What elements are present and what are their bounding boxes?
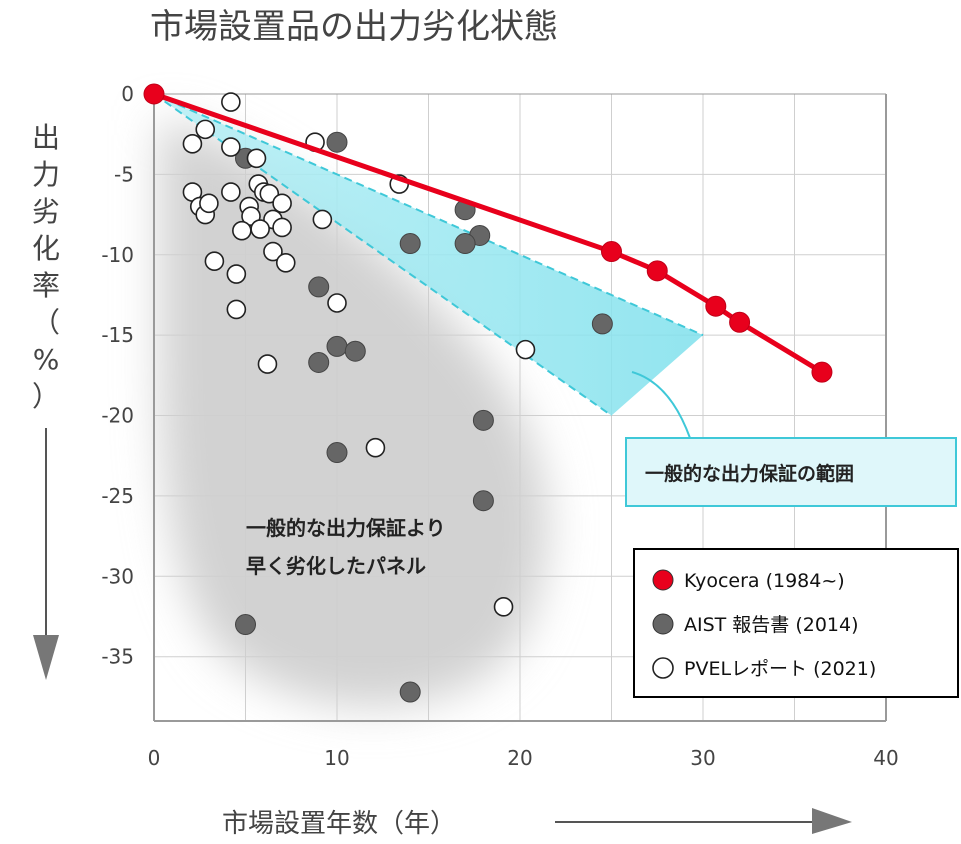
y-tick-label: -5 xyxy=(114,162,134,186)
series-line-kyocera xyxy=(151,91,825,375)
y-axis-label-char: % xyxy=(33,343,60,376)
y-axis-label-char: 力 xyxy=(32,158,60,191)
data-point-aist xyxy=(472,409,494,431)
data-point-pvel xyxy=(246,148,267,169)
data-point-aist xyxy=(399,681,421,703)
data-series xyxy=(143,83,833,703)
data-point-kyocera xyxy=(646,260,668,282)
data-point-pvel xyxy=(199,193,219,214)
y-tick-label: 0 xyxy=(121,82,134,106)
y-axis-label-char: 劣 xyxy=(32,195,60,228)
data-point-aist xyxy=(326,335,348,357)
data-point-pvel xyxy=(226,299,247,320)
legend-label: AIST 報告書 (2014) xyxy=(684,614,859,636)
x-tick-label: 30 xyxy=(690,746,715,770)
data-point-aist xyxy=(326,131,348,153)
data-point-aist xyxy=(308,351,330,373)
data-point-pvel xyxy=(250,219,270,239)
warranty-band-area xyxy=(154,94,703,416)
y-tick-label: -25 xyxy=(101,484,134,508)
chart-title: 市場設置品の出力劣化状態 xyxy=(150,7,558,47)
data-point-pvel xyxy=(493,597,514,617)
data-point-pvel xyxy=(263,241,283,262)
x-tick-label: 40 xyxy=(873,746,898,770)
region-annotation-line-1: 一般的な出力保証より xyxy=(246,516,446,540)
legend-marker xyxy=(652,657,674,679)
y-axis-label-char: （ xyxy=(32,306,60,339)
data-point-pvel xyxy=(515,339,536,360)
y-tick-label: -35 xyxy=(101,645,134,669)
data-point-pvel xyxy=(221,92,241,112)
region-annotation-line-2: 早く劣化したパネル xyxy=(246,554,426,578)
data-point-kyocera xyxy=(143,83,165,105)
y-tick-label: -30 xyxy=(101,564,134,588)
legend-marker xyxy=(652,569,674,591)
y-axis-ticks: 0 -5 -10 -15 -20 -25 -30 -35 xyxy=(101,82,134,669)
band-label-box xyxy=(625,437,957,507)
y-axis-label-char: 率 xyxy=(32,269,60,302)
data-point-aist xyxy=(308,276,330,298)
data-point-aist xyxy=(454,233,476,255)
legend-label: PVELレポート (2021) xyxy=(684,658,876,680)
band-callout-pointer xyxy=(631,371,691,439)
data-point-pvel xyxy=(226,264,247,284)
y-tick-label: -20 xyxy=(101,404,134,428)
x-tick-label: 10 xyxy=(324,746,349,770)
data-point-kyocera xyxy=(811,361,833,383)
data-point-pvel xyxy=(257,354,278,374)
data-point-kyocera xyxy=(601,241,622,263)
x-axis-arrow-head xyxy=(812,808,852,834)
x-axis-label: 市場設置年数（年） xyxy=(222,809,456,839)
x-tick-label: 0 xyxy=(148,746,161,770)
y-tick-label: -15 xyxy=(101,323,134,347)
y-axis-label-char: ） xyxy=(32,380,60,413)
data-point-pvel xyxy=(275,253,296,273)
data-point-aist xyxy=(235,614,256,636)
y-axis-label-char: 化 xyxy=(32,232,60,265)
legend-box xyxy=(633,548,959,698)
data-point-aist xyxy=(399,233,421,255)
x-axis-ticks: 0 10 20 30 40 xyxy=(148,746,899,770)
data-point-pvel xyxy=(221,182,241,202)
legend-marker xyxy=(652,613,674,635)
data-point-pvel xyxy=(272,217,292,238)
data-point-pvel xyxy=(312,209,333,230)
legend-label: Kyocera (1984~) xyxy=(684,570,845,592)
x-tick-label: 20 xyxy=(507,746,532,770)
data-point-pvel xyxy=(204,251,225,272)
data-point-pvel xyxy=(182,134,203,154)
data-point-pvel xyxy=(365,437,386,458)
data-point-pvel xyxy=(221,137,241,157)
y-axis-arrow-head xyxy=(33,635,59,680)
band-label: 一般的な出力保証の範囲 xyxy=(645,462,854,485)
data-point-kyocera xyxy=(729,311,751,333)
warranty-band-upper-edge xyxy=(153,93,704,337)
data-point-pvel xyxy=(272,193,292,214)
y-tick-label: -10 xyxy=(101,243,134,267)
data-point-aist xyxy=(326,442,348,464)
data-point-pvel xyxy=(195,119,216,140)
degraded-region xyxy=(160,120,548,707)
data-point-pvel xyxy=(232,220,252,241)
legend: Kyocera (1984~) AIST 報告書 (2014) PVELレポート (… xyxy=(652,569,876,680)
data-point-aist xyxy=(591,313,613,335)
data-point-kyocera xyxy=(705,295,727,317)
data-point-pvel xyxy=(327,293,347,313)
data-point-aist xyxy=(472,490,494,512)
y-axis-label-char: 出 xyxy=(32,121,60,154)
data-point-aist xyxy=(344,340,366,362)
